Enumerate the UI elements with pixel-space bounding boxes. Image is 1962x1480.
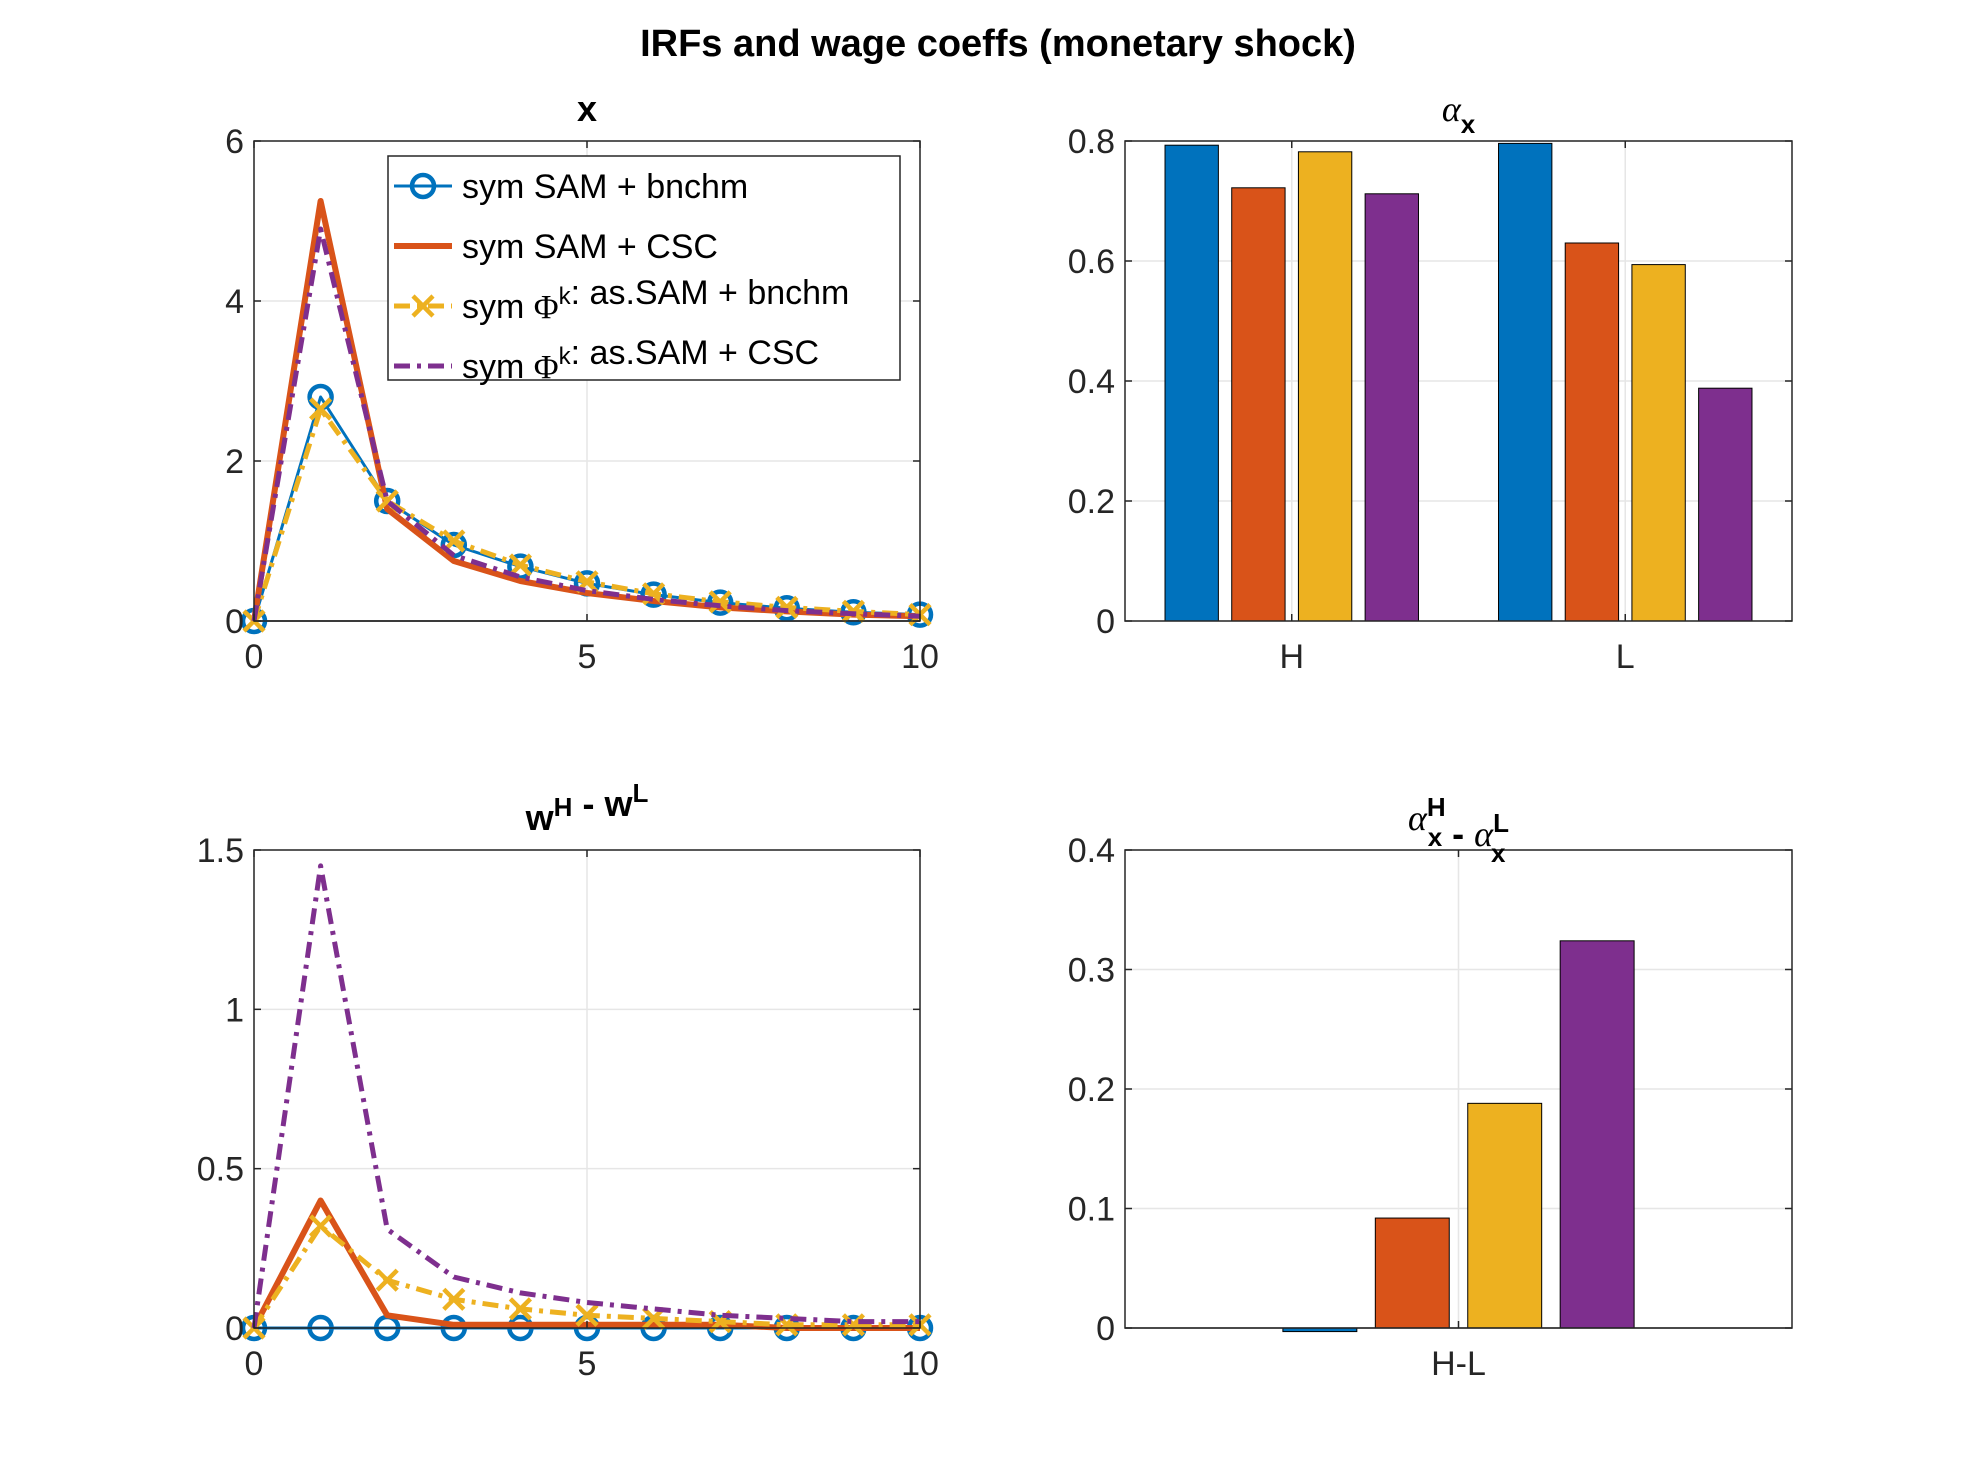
data-point	[375, 1268, 399, 1292]
data-point	[841, 1313, 865, 1337]
x-tick-label: L	[1616, 638, 1635, 676]
data-point	[775, 595, 799, 619]
data-point	[442, 1287, 466, 1311]
bar	[1698, 387, 1753, 622]
y-tick-label: 0.5	[197, 1151, 244, 1189]
y-tick-label: 0	[225, 1310, 244, 1348]
chart-alpha_diff: 0 0.1 0.2 0.3 0.4 H-L αH x - αL x	[1068, 792, 1793, 1383]
data-point	[508, 1297, 532, 1321]
bar	[1231, 187, 1286, 622]
data-point	[409, 172, 437, 200]
series-purple	[251, 226, 921, 622]
y-tick-label: 0.8	[1068, 123, 1115, 161]
legend: sym SAM + bnchm sym SAM + CSC sym Φk: as.S…	[387, 155, 901, 386]
legend-entry: sym SAM + bnchm	[462, 168, 748, 206]
data-point	[575, 1303, 599, 1327]
legend-entry: sym Φk: as.SAM + bnchm	[462, 274, 849, 326]
x-tick-label: 5	[578, 638, 597, 676]
chart-title: αx	[1442, 89, 1476, 139]
y-tick-label: 1.5	[197, 832, 244, 870]
y-tick-label: 0.2	[1068, 483, 1115, 521]
series-line	[251, 226, 921, 622]
y-tick-label: 0.3	[1068, 952, 1115, 990]
bar	[1374, 1217, 1450, 1329]
y-tick-label: 0.4	[1068, 363, 1115, 401]
y-tick-label: 4	[225, 283, 244, 321]
data-point	[507, 553, 534, 580]
series-yellow	[242, 1214, 932, 1340]
data-point	[640, 581, 667, 608]
y-tick-label: 0.6	[1068, 243, 1115, 281]
legend-entry: sym SAM + CSC	[462, 228, 718, 266]
y-tick-label: 0.4	[1068, 832, 1115, 870]
x-tick-label: 10	[901, 1345, 939, 1383]
y-tick-label: 1	[225, 991, 244, 1029]
chart-title: αH x - αL x	[1408, 792, 1509, 868]
y-tick-label: 0	[1096, 1310, 1115, 1348]
data-point	[508, 553, 532, 577]
bar	[1498, 142, 1553, 622]
x-tick-label: H	[1279, 638, 1304, 676]
y-tick-label: 6	[225, 123, 244, 161]
figure-title: IRFs and wage coeffs (monetary shock)	[640, 23, 1356, 65]
x-tick-label: 0	[245, 1345, 264, 1383]
x-tick-label: 0	[245, 638, 264, 676]
bar	[1559, 940, 1635, 1329]
bar	[1364, 193, 1419, 622]
x-tick-label: H-L	[1431, 1345, 1486, 1383]
x-tick-label: 5	[578, 1345, 597, 1383]
y-tick-label: 2	[225, 443, 244, 481]
bar	[1297, 151, 1353, 622]
grid-lines	[1125, 140, 1792, 622]
chart-title: wH - wL	[525, 778, 649, 838]
chart-title: x	[577, 88, 597, 129]
y-tick-label: 0.2	[1068, 1071, 1115, 1109]
grid-lines	[1125, 849, 1792, 1329]
bar	[1467, 1102, 1543, 1329]
y-tick-label: 0	[225, 603, 244, 641]
data-point	[309, 397, 333, 421]
bar	[1164, 144, 1219, 622]
data-point	[309, 1214, 333, 1238]
legend-box	[387, 155, 901, 381]
data-point	[708, 590, 732, 614]
x-tick-label: 10	[901, 638, 939, 676]
chart-w_diff: 0 0.5 1 1.5 0 5 10 wH - wL	[197, 778, 939, 1383]
y-tick-label: 0	[1096, 603, 1115, 641]
bar	[1564, 242, 1620, 622]
y-tick-label: 0.1	[1068, 1191, 1115, 1229]
legend-entry: sym Φk: as.SAM + CSC	[462, 334, 819, 386]
chart-alpha_x: 0 0.2 0.4 0.6 0.8 H Lαx	[1068, 89, 1793, 676]
data-point	[411, 294, 435, 318]
bar	[1631, 264, 1686, 622]
